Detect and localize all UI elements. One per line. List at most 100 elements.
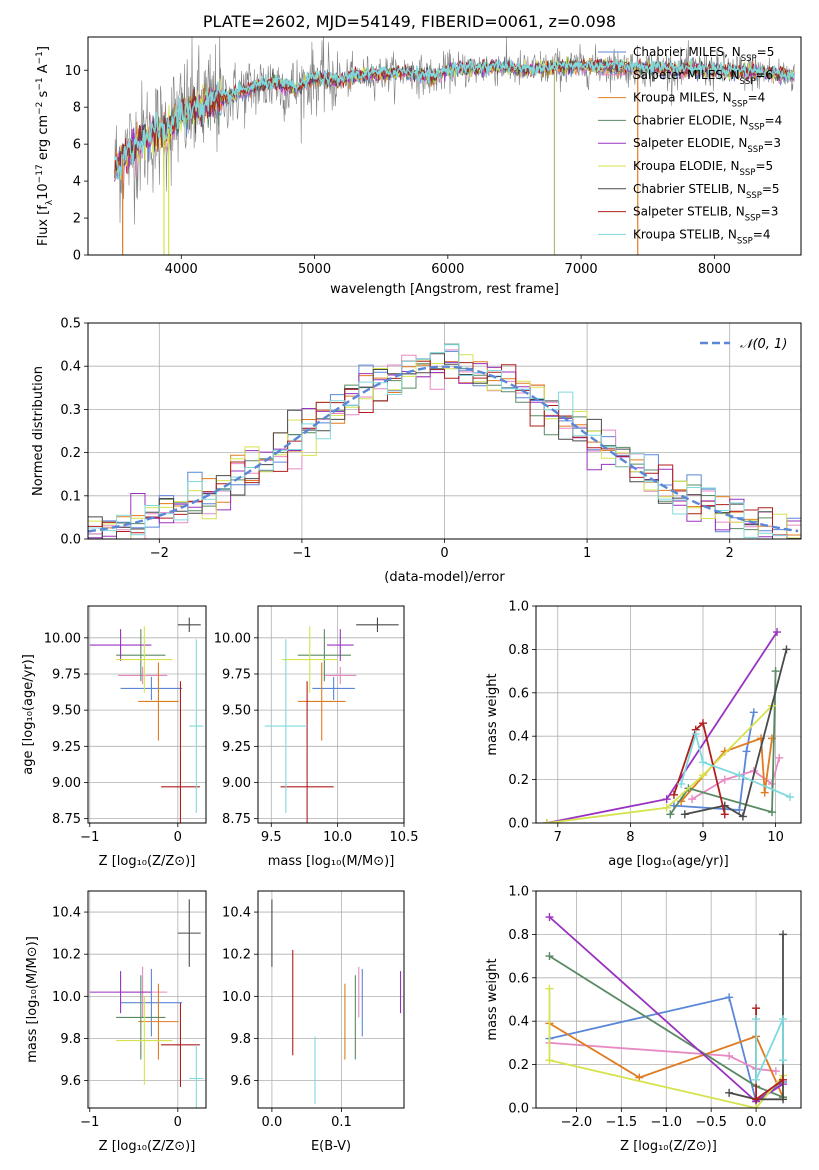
weight-line — [673, 712, 755, 811]
x-tick-label: 9.5 — [261, 830, 282, 845]
weight-marker — [720, 775, 729, 784]
weight-marker — [779, 930, 788, 939]
y-tick-label: 0.8 — [508, 643, 529, 658]
weight-marker — [779, 1075, 788, 1084]
y-tick-label: 9.00 — [52, 776, 81, 791]
weight-marker — [677, 779, 686, 788]
x-tick-label: 0 — [174, 830, 182, 845]
x-tick-label: −1 — [80, 1115, 99, 1130]
y-tick-label: 0.6 — [508, 971, 529, 986]
panel-Z-mass: −1 0 9.6 9.8 10.0 10.2 10.4 Z [log₁₀(Z/Z⊙)] mass… — [25, 890, 207, 1154]
y-axis-label: age [log₁₀(age/yr)] — [21, 654, 36, 775]
x-axis-label: Z [log₁₀(Z/Z⊙)] — [620, 1139, 717, 1154]
ebv-mass-frame — [257, 890, 405, 1109]
y-tick-label: 8.75 — [222, 812, 251, 827]
x-tick-label: 10.5 — [390, 830, 419, 845]
Z-weight-plot-area — [536, 891, 801, 1108]
legend-entry: Kroupa STELIB, NSSP=4 — [633, 227, 771, 246]
y-tick-label: 0.2 — [60, 446, 81, 461]
data-point — [116, 996, 173, 1085]
data-point — [120, 968, 183, 1037]
y-tick-label: 0.8 — [508, 928, 529, 943]
weight-line — [546, 705, 773, 823]
weight-marker — [669, 790, 678, 799]
weight-marker — [698, 719, 707, 728]
x-axis-label: E(B-V) — [311, 1139, 351, 1154]
data-point — [189, 639, 204, 813]
weight-line — [673, 721, 726, 815]
weight-marker — [720, 810, 729, 819]
legend-entry: Chabrier STELIB, NSSP=5 — [633, 182, 780, 201]
y-tick-label: 8.75 — [52, 812, 81, 827]
spectrum-frame — [87, 36, 802, 256]
weight-marker — [698, 758, 707, 767]
weight-line — [755, 1018, 784, 1081]
y-tick-label: 9.8 — [230, 1032, 251, 1047]
data-point — [116, 975, 166, 1060]
mass-age-frame — [257, 605, 405, 824]
y-tick-label: 0.4 — [508, 730, 529, 745]
legend-entry: Salpeter MILES, NSSP=6 — [633, 68, 773, 87]
y-tick-label: 0.6 — [508, 686, 529, 701]
y-tick-label: 9.75 — [222, 667, 251, 682]
y-tick-label: 0.0 — [508, 1102, 529, 1117]
weight-marker — [771, 1067, 780, 1076]
x-axis-label: mass [log₁₀(M/M⊙)] — [268, 854, 395, 869]
legend-entry: 𝒩(0, 1) — [740, 337, 787, 352]
y-tick-label: 10.0 — [52, 990, 81, 1005]
y-tick-label: 9.75 — [52, 667, 81, 682]
histogram-kroupa-stelib — [88, 344, 801, 539]
y-axis-label: Normed distribution — [31, 366, 46, 496]
y-tick-label: 10.0 — [222, 990, 251, 1005]
y-tick-label: 0.0 — [508, 817, 529, 832]
data-point — [120, 676, 183, 701]
x-tick-label: −1 — [80, 830, 99, 845]
panel-Z-age: −1 0 8.75 9.00 9.25 9.50 9.75 10.00 Z [log₁₀(Z/Z… — [21, 605, 207, 869]
x-tick-label: −1.0 — [650, 1115, 682, 1130]
weight-line — [549, 1042, 776, 1072]
data-point — [280, 681, 334, 823]
y-tick-label: 0.2 — [508, 773, 529, 788]
weight-line — [548, 988, 784, 1108]
y-tick-label: 10.4 — [52, 906, 81, 921]
y-tick-label: 10.00 — [44, 631, 81, 646]
weight-marker — [545, 952, 554, 961]
panel-ebv-mass: 0.0 0.1 9.6 9.8 10.0 10.2 10.4 E(B-V) — [222, 890, 405, 1154]
x-tick-label: −1 — [292, 546, 311, 561]
x-axis-label: Z [log₁₀(Z/Z⊙)] — [99, 854, 196, 869]
y-tick-label: 0.0 — [60, 533, 81, 548]
y-tick-label: 10.4 — [222, 906, 251, 921]
weight-marker — [545, 984, 554, 993]
data-point — [297, 662, 346, 741]
y-tick-label: 2 — [73, 212, 81, 227]
legend-entry: Chabrier MILES, NSSP=5 — [633, 45, 774, 64]
weight-marker — [752, 1104, 761, 1108]
x-tick-label: 0 — [440, 546, 448, 561]
x-tick-label: 0.0 — [262, 1115, 283, 1130]
data-point — [177, 899, 201, 967]
y-tick-label: 9.25 — [222, 740, 251, 755]
weight-marker — [760, 788, 769, 797]
weight-marker — [779, 1095, 788, 1104]
residuals-plot-area — [88, 323, 801, 539]
weight-marker — [725, 1088, 734, 1097]
data-point — [161, 1002, 200, 1087]
Z-age-plot-area — [88, 606, 206, 823]
y-axis-label: mass [log₁₀(M/M⊙)] — [25, 936, 40, 1063]
x-tick-label: 0.0 — [746, 1115, 767, 1130]
x-tick-label: 1 — [583, 546, 591, 561]
weight-marker — [545, 913, 554, 922]
x-tick-label: 8000 — [698, 262, 731, 277]
Z-mass-plot-area — [88, 891, 206, 1108]
weight-marker — [749, 708, 758, 717]
y-tick-label: 0.5 — [60, 317, 81, 332]
spectrum-legend: Chabrier MILES, NSSP=5 Salpeter MILES, NS… — [598, 45, 782, 246]
data-point — [356, 617, 399, 633]
legend-entry: Kroupa MILES, NSSP=4 — [633, 91, 765, 110]
weight-marker — [735, 771, 744, 780]
weight-marker — [680, 810, 689, 819]
observed-spectrum — [114, 37, 795, 225]
data-point — [138, 983, 179, 1060]
data-point — [117, 666, 168, 685]
legend-entry: Salpeter STELIB, NSSP=3 — [633, 205, 778, 224]
